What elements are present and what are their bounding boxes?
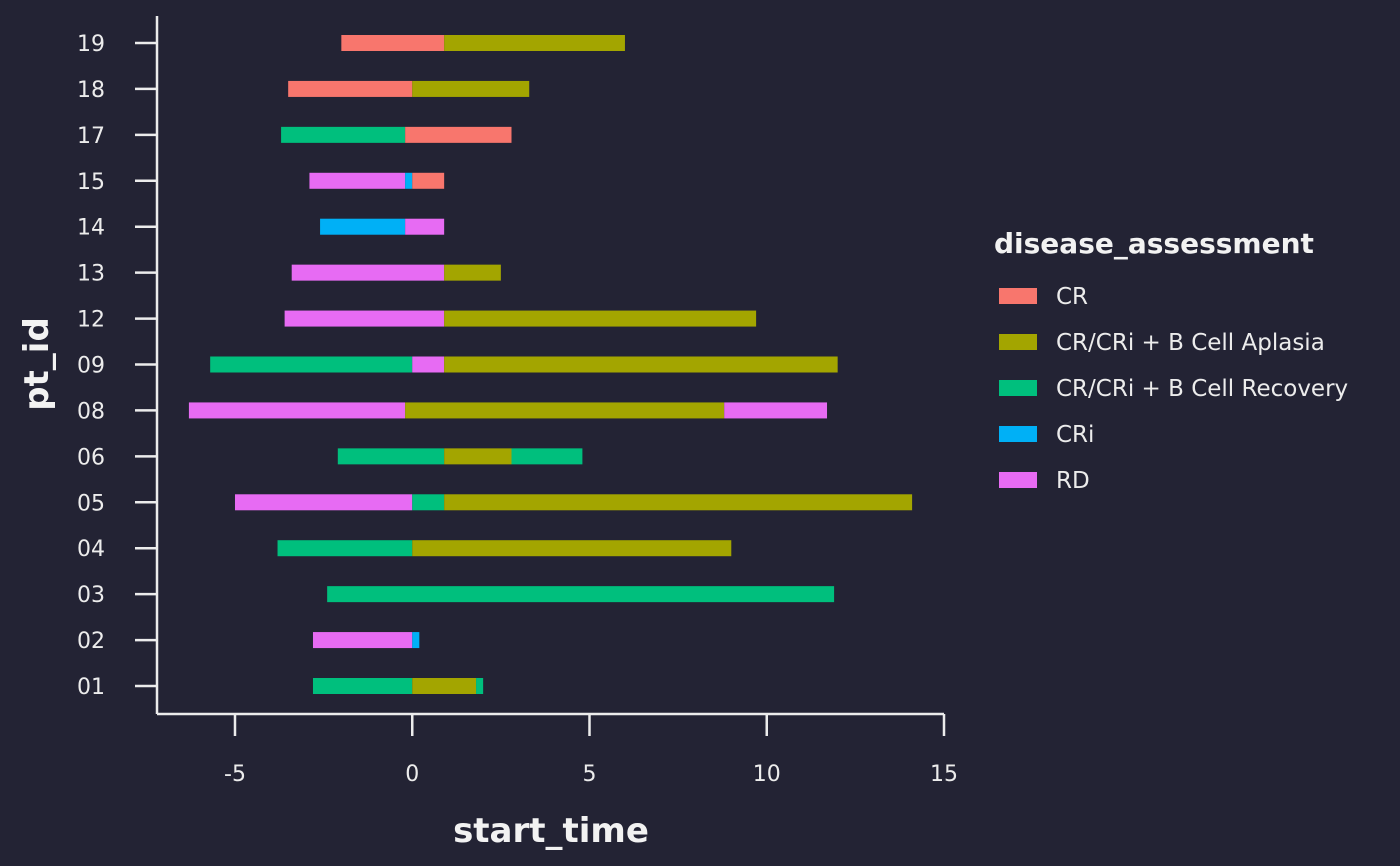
y-tick-label-02: 02 xyxy=(77,629,105,654)
legend-label-0: CR xyxy=(1056,284,1088,310)
x-tick-label-0: -5 xyxy=(224,762,246,787)
legend-swatch-3 xyxy=(999,426,1037,442)
bar-segment-14-24 xyxy=(320,218,406,235)
y-tick-label-17: 17 xyxy=(77,124,105,149)
bar-segment-18-31 xyxy=(288,80,413,97)
bar-segment-03-5 xyxy=(327,586,835,603)
bar-segment-19-33 xyxy=(341,35,445,51)
legend: disease_assessment CR CR/CRi + B Cell Apl… xyxy=(994,227,1348,494)
legend-title: disease_assessment xyxy=(994,227,1314,260)
legend-label-2: CR/CRi + B Cell Recovery xyxy=(1056,376,1348,402)
bar-segment-13-22 xyxy=(291,264,445,281)
bar-segment-01-2 xyxy=(476,678,484,694)
y-tick-label-13: 13 xyxy=(77,262,105,287)
y-axis-title: pt_id xyxy=(17,317,57,411)
bar-segment-09-19 xyxy=(444,356,838,373)
y-tick-label-04: 04 xyxy=(77,537,105,562)
bar-segment-04-7 xyxy=(412,540,732,557)
bar-segment-04-6 xyxy=(277,540,413,557)
bar-segment-06-13 xyxy=(511,448,583,465)
bar-segment-19-34 xyxy=(444,35,625,51)
bar-segment-17-29 xyxy=(281,126,406,143)
x-axis-title: start_time xyxy=(453,811,649,851)
bar-segment-12-21 xyxy=(444,310,757,327)
y-tick-label-12: 12 xyxy=(77,308,105,333)
y-tick-label-03: 03 xyxy=(77,583,105,608)
bar-segment-08-14 xyxy=(188,402,406,419)
bar-segment-15-28 xyxy=(412,172,445,189)
bar-segment-05-9 xyxy=(412,494,445,511)
bar-segment-15-26 xyxy=(309,172,406,189)
legend-swatch-0 xyxy=(999,288,1037,304)
bar-segment-14-25 xyxy=(405,218,445,235)
y-tick-label-09: 09 xyxy=(77,354,105,379)
bar-segment-09-18 xyxy=(412,356,445,373)
bar-segment-15-27 xyxy=(405,172,413,189)
bar-segment-08-16 xyxy=(724,402,828,419)
x-tick-label-4: 15 xyxy=(930,762,958,787)
y-tick-label-18: 18 xyxy=(77,78,105,103)
y-tick-label-01: 01 xyxy=(77,675,105,700)
y-tick-label-05: 05 xyxy=(77,491,105,516)
bar-segment-02-4 xyxy=(412,632,420,649)
legend-label-1: CR/CRi + B Cell Aplasia xyxy=(1056,330,1325,356)
legend-swatch-4 xyxy=(999,472,1037,488)
x-tick-label-1: 0 xyxy=(405,762,419,787)
bar-segment-12-20 xyxy=(284,310,445,327)
bar-segment-17-30 xyxy=(405,126,512,143)
bar-segments xyxy=(188,35,913,694)
y-tick-label-19: 19 xyxy=(77,32,105,57)
bar-segment-09-17 xyxy=(210,356,413,373)
x-tick-label-2: 5 xyxy=(582,762,596,787)
bar-segment-18-32 xyxy=(412,80,530,97)
y-tick-label-08: 08 xyxy=(77,399,105,424)
bar-segment-02-3 xyxy=(312,632,413,649)
bar-segment-08-15 xyxy=(405,402,725,419)
legend-swatch-1 xyxy=(999,334,1037,350)
bar-segment-01-1 xyxy=(412,678,477,694)
legend-label-4: RD xyxy=(1056,468,1090,494)
y-tick-label-14: 14 xyxy=(77,216,105,241)
bar-segment-05-10 xyxy=(444,494,913,511)
bar-segment-06-12 xyxy=(444,448,512,465)
bar-segment-13-23 xyxy=(444,264,501,281)
x-tick-label-3: 10 xyxy=(753,762,781,787)
bar-segment-05-8 xyxy=(234,494,413,511)
y-tick-label-15: 15 xyxy=(77,170,105,195)
y-tick-label-06: 06 xyxy=(77,445,105,470)
legend-label-3: CRi xyxy=(1056,422,1094,448)
bar-segment-06-11 xyxy=(337,448,445,465)
legend-swatch-2 xyxy=(999,380,1037,396)
bar-segment-01-0 xyxy=(312,678,413,694)
